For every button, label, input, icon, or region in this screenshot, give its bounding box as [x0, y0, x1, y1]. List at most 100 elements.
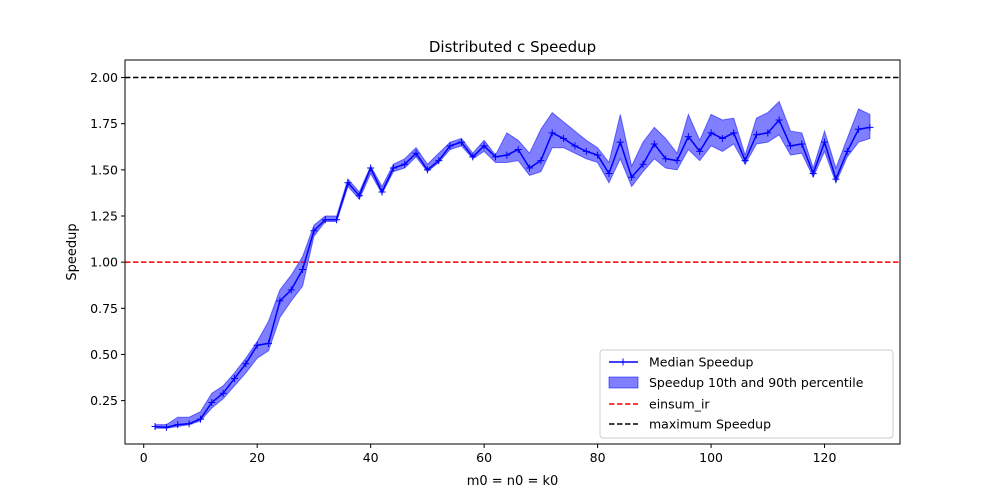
legend-item-maximum: maximum Speedup: [609, 417, 771, 432]
median-point: [537, 157, 545, 165]
y-tick-label: 1.00: [90, 255, 118, 270]
median-point: [787, 142, 795, 150]
legend-marker-median: [619, 358, 627, 366]
median-point: [616, 138, 624, 146]
median-point: [378, 188, 386, 196]
median-point: [230, 374, 238, 382]
median-point: [775, 116, 783, 124]
median-point: [412, 149, 420, 157]
median-point: [548, 129, 556, 137]
median-point: [514, 146, 522, 154]
legend-swatch-percentile: [608, 376, 639, 389]
median-point: [355, 192, 363, 200]
median-point: [185, 420, 193, 428]
median-point: [435, 157, 443, 165]
median-point: [321, 216, 329, 224]
y-tick-label: 0.25: [90, 393, 118, 408]
median-point: [730, 129, 738, 137]
median-point: [526, 164, 534, 172]
median-point: [832, 175, 840, 183]
y-tick-label: 0.50: [90, 347, 118, 362]
median-point: [162, 423, 170, 431]
median-point: [718, 134, 726, 142]
median-point: [752, 131, 760, 139]
x-tick-label: 120: [813, 450, 837, 465]
median-point: [673, 157, 681, 165]
x-tick-label: 80: [590, 450, 606, 465]
legend: Median Speedup Speedup 10th and 90th per…: [599, 349, 894, 439]
y-tick-label: 2.00: [90, 70, 118, 85]
median-point: [866, 123, 874, 131]
median-point: [798, 140, 806, 148]
median-point: [151, 422, 159, 430]
median-point: [639, 160, 647, 168]
median-point: [208, 398, 216, 406]
legend-box: [599, 349, 894, 439]
median-point: [367, 164, 375, 172]
median-point: [333, 216, 341, 224]
median-point: [219, 389, 227, 397]
legend-label-maximum: maximum Speedup: [649, 417, 771, 432]
median-point: [174, 421, 182, 429]
median-point: [741, 157, 749, 165]
x-tick-label: 20: [249, 450, 265, 465]
median-point: [457, 138, 465, 146]
median-point: [684, 133, 692, 141]
median-point: [253, 341, 261, 349]
y-tick-label: 1.50: [90, 162, 118, 177]
median-point: [821, 138, 829, 146]
axes-frame: [124, 59, 901, 445]
legend-label-median: Median Speedup: [649, 355, 754, 370]
x-axis-title: m0 = n0 = k0: [467, 474, 559, 489]
percentile-band: [154, 100, 871, 429]
plot-area: [125, 76, 900, 431]
legend-item-percentile: Speedup 10th and 90th percentile: [608, 375, 864, 390]
median-point: [469, 153, 477, 161]
median-point: [662, 155, 670, 163]
median-point: [196, 415, 204, 423]
median-point: [843, 147, 851, 155]
y-tick-label: 0.75: [90, 301, 118, 316]
median-point: [696, 147, 704, 155]
x-tick-label: 60: [476, 450, 492, 465]
median-point: [446, 142, 454, 150]
median-point: [287, 286, 295, 294]
median-point: [491, 153, 499, 161]
legend-item-median: Median Speedup: [609, 355, 754, 370]
median-point: [571, 142, 579, 150]
x-tick-label: 100: [699, 450, 723, 465]
median-point: [276, 297, 284, 305]
x-tick-label: 0: [140, 450, 148, 465]
median-point: [503, 151, 511, 159]
x-tick-label: 40: [363, 450, 379, 465]
median-point: [265, 339, 273, 347]
median-point: [605, 170, 613, 178]
median-point: [423, 166, 431, 174]
y-tick-label: 1.25: [90, 209, 118, 224]
median-point: [310, 227, 318, 235]
median-point: [242, 360, 250, 368]
median-point: [582, 147, 590, 155]
median-speedup-line: [155, 119, 871, 429]
chart-title: Distributed c Speedup: [429, 38, 596, 56]
y-axis-title: Speedup: [65, 223, 80, 280]
y-tick-label: 1.75: [90, 116, 118, 131]
axis-ticks: 0 20 40 60 80 100 120 0.25 0.50 0.75 1.00 1.25 1.50 1…: [90, 70, 836, 465]
median-point: [628, 173, 636, 181]
median-point: [855, 125, 863, 133]
median-point: [480, 142, 488, 150]
median-point: [707, 129, 715, 137]
legend-label-percentile: Speedup 10th and 90th percentile: [649, 375, 864, 390]
median-point: [650, 140, 658, 148]
median-point: [809, 170, 817, 178]
median-point: [299, 266, 307, 274]
median-point: [389, 164, 397, 172]
median-point: [594, 151, 602, 159]
median-point: [764, 129, 772, 137]
legend-label-einsum: einsum_ir: [649, 397, 710, 412]
median-point: [401, 160, 409, 168]
legend-item-einsum: einsum_ir: [609, 397, 710, 412]
median-point: [560, 134, 568, 142]
median-point: [344, 179, 352, 187]
